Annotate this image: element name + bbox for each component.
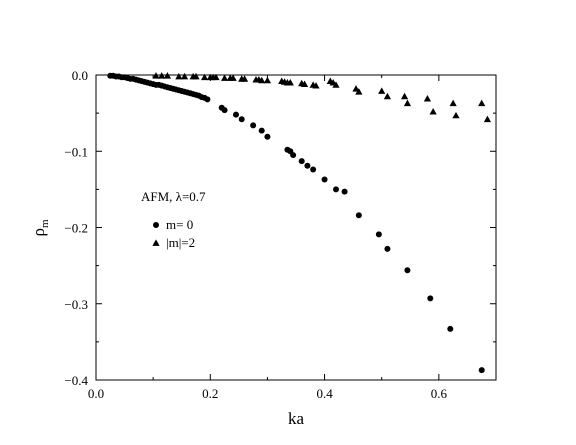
data-point [238, 116, 245, 123]
data-point [429, 108, 437, 115]
data-point [423, 95, 432, 102]
data-point [304, 162, 311, 169]
data-point [263, 76, 272, 84]
y-tick-label: 0.0 [72, 68, 88, 83]
y-axis-label-main: ρ [29, 228, 48, 236]
data-point [229, 74, 237, 81]
data-point [180, 72, 189, 80]
data-point [400, 92, 409, 100]
data-point [310, 166, 317, 173]
data-point [175, 72, 183, 80]
data-point [298, 158, 305, 165]
data-point [258, 76, 266, 84]
x-tick-label: 0.4 [316, 386, 333, 401]
data-point [452, 111, 460, 119]
data-point [221, 107, 228, 114]
y-axis-label: ρm [29, 219, 51, 236]
data-point [250, 122, 257, 129]
x-tick-label: 0.0 [88, 386, 104, 401]
data-point [300, 80, 309, 88]
data-point [332, 81, 340, 88]
data-point [312, 82, 320, 89]
y-tick-label: −0.3 [64, 297, 88, 312]
data-points [107, 72, 492, 374]
data-point [403, 99, 412, 107]
x-tick-label: 0.6 [431, 386, 448, 401]
data-point [478, 99, 486, 107]
series-2 [152, 72, 492, 123]
data-point [264, 133, 271, 140]
y-tick-label: −0.2 [64, 221, 88, 236]
y-tick-label: −0.4 [64, 373, 88, 388]
legend: AFM, λ=0.7 m= 0 |m|=2 [141, 189, 206, 250]
data-point [384, 245, 391, 252]
x-axis-label: ka [288, 409, 305, 428]
data-point [355, 88, 363, 95]
data-point [449, 99, 457, 107]
data-point [233, 111, 239, 118]
data-point [383, 92, 392, 100]
data-point [447, 325, 454, 332]
legend-label: |m|=2 [166, 235, 195, 250]
series-1 [107, 72, 485, 374]
data-point [378, 87, 386, 94]
legend-marker [153, 222, 159, 228]
data-point [152, 72, 160, 79]
data-point [286, 79, 294, 86]
data-point [321, 176, 328, 183]
data-point [355, 212, 362, 219]
data-point [200, 73, 209, 81]
data-point [483, 115, 492, 123]
data-point [427, 295, 434, 302]
data-point [352, 85, 360, 92]
data-point [478, 367, 485, 374]
data-point [341, 188, 348, 195]
data-point [240, 75, 249, 82]
data-point [404, 267, 411, 274]
data-point [333, 186, 339, 193]
data-point [290, 152, 297, 159]
data-point [220, 74, 229, 81]
data-point [375, 231, 382, 238]
data-point [192, 72, 200, 80]
legend-label: m= 0 [166, 217, 193, 232]
data-point [158, 72, 166, 79]
y-tick-label: −0.1 [64, 144, 88, 159]
data-point [163, 72, 172, 79]
y-axis-label-subscript: m [39, 219, 51, 228]
legend-title: AFM, λ=0.7 [141, 189, 206, 204]
axis-tick-labels: 0.0 0.2 0.4 0.6 0.0 −0.1 −0.2 −0.3 −0.4 [64, 68, 447, 401]
legend-marker [152, 239, 160, 246]
x-tick-label: 0.2 [202, 386, 218, 401]
data-point [212, 73, 220, 81]
data-point [204, 96, 211, 103]
data-point [258, 127, 265, 134]
